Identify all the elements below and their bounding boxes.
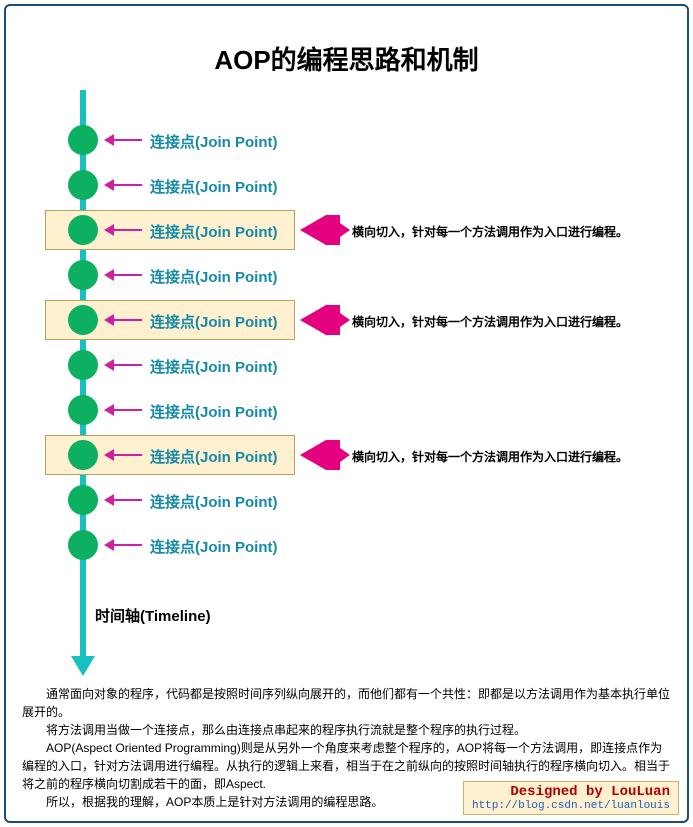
footer-url: http://blog.csdn.net/luanlouis — [472, 800, 670, 812]
diagram-title: AOP的编程思路和机制 — [0, 40, 693, 77]
callout-text: 横向切入，针对每一个方法调用作为入口进行编程。 — [352, 448, 628, 465]
join-point-node — [68, 215, 98, 245]
join-point-node — [68, 395, 98, 425]
pointer-arrow-icon — [112, 454, 142, 456]
join-point-label: 连接点(Join Point) — [150, 131, 278, 152]
pointer-arrow-icon — [112, 364, 142, 366]
pointer-arrow-icon — [112, 319, 142, 321]
footer-designed: Designed by LouLuan — [472, 784, 670, 800]
join-point-node — [68, 485, 98, 515]
join-point-label: 连接点(Join Point) — [150, 176, 278, 197]
timeline-label: 时间轴(Timeline) — [95, 605, 211, 626]
timeline-arrowhead — [71, 656, 95, 676]
paragraph-2: 将方法调用当做一个连接点，那么由连接点串起来的程序执行流就是整个程序的执行过程。 — [22, 721, 672, 739]
join-point-label: 连接点(Join Point) — [150, 446, 278, 467]
join-point-label: 连接点(Join Point) — [150, 311, 278, 332]
join-point-node — [68, 305, 98, 335]
footer-credit: Designed by LouLuan http://blog.csdn.net… — [463, 781, 679, 815]
join-point-node — [68, 260, 98, 290]
callout-text: 横向切入，针对每一个方法调用作为入口进行编程。 — [352, 223, 628, 240]
join-point-node — [68, 350, 98, 380]
pointer-arrow-icon — [112, 544, 142, 546]
join-point-node — [68, 440, 98, 470]
pointer-arrow-icon — [112, 499, 142, 501]
join-point-label: 连接点(Join Point) — [150, 356, 278, 377]
join-point-label: 连接点(Join Point) — [150, 221, 278, 242]
join-point-node — [68, 530, 98, 560]
join-point-node — [68, 125, 98, 155]
paragraph-1: 通常面向对象的程序，代码都是按照时间序列纵向展开的，而他们都有一个共性：即都是以… — [22, 685, 672, 721]
join-point-label: 连接点(Join Point) — [150, 266, 278, 287]
pointer-arrow-icon — [112, 184, 142, 186]
join-point-label: 连接点(Join Point) — [150, 536, 278, 557]
join-point-label: 连接点(Join Point) — [150, 491, 278, 512]
join-point-node — [68, 170, 98, 200]
pointer-arrow-icon — [112, 409, 142, 411]
pointer-arrow-icon — [112, 274, 142, 276]
pointer-arrow-icon — [112, 139, 142, 141]
callout-text: 横向切入，针对每一个方法调用作为入口进行编程。 — [352, 313, 628, 330]
pointer-arrow-icon — [112, 229, 142, 231]
join-point-label: 连接点(Join Point) — [150, 401, 278, 422]
